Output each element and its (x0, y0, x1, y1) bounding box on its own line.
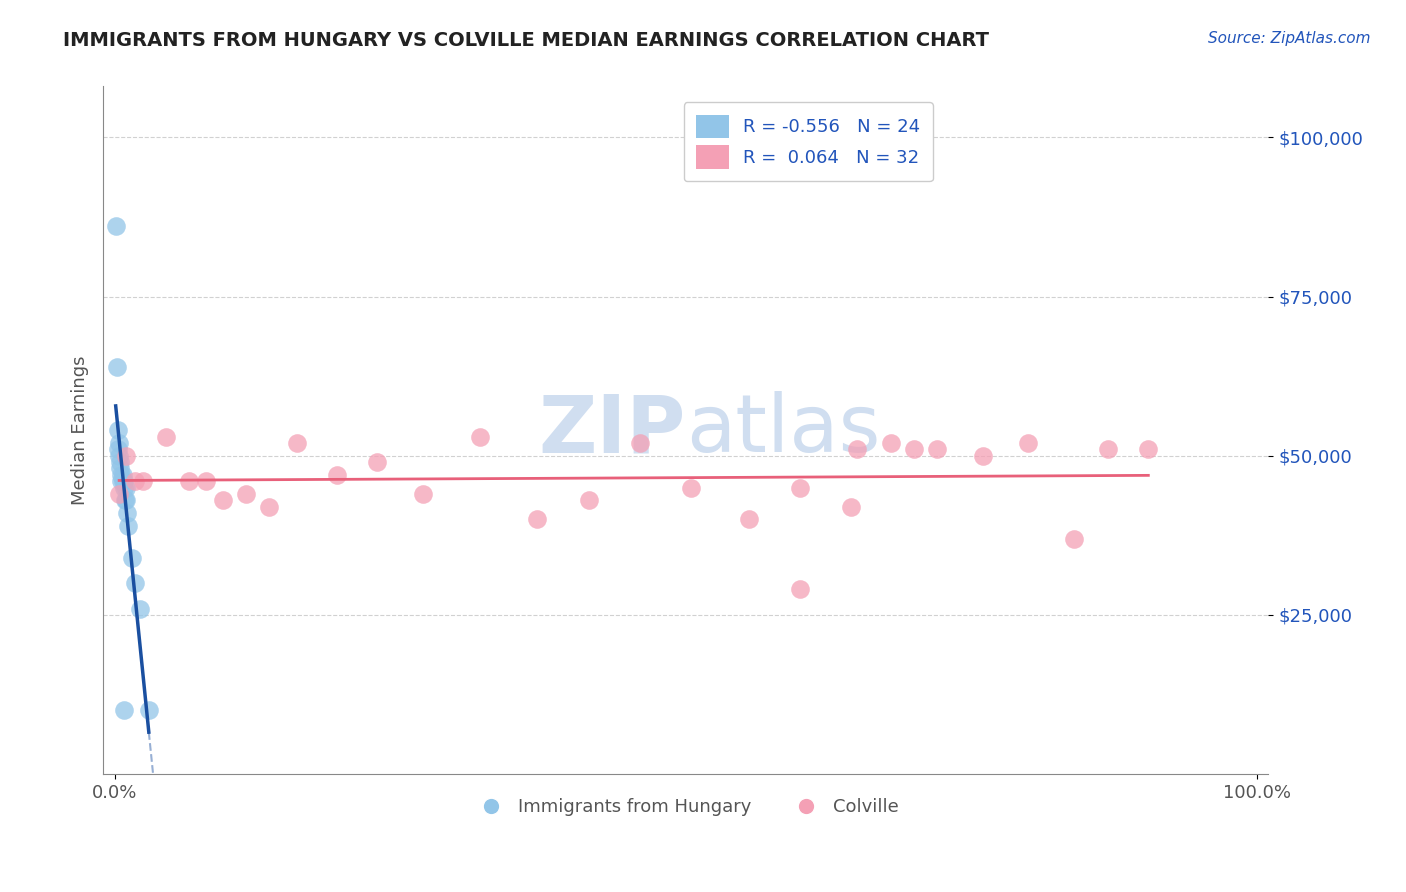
Point (111, 467, 134, 482)
Text: ZIP: ZIP (538, 392, 686, 469)
Point (104, 219, 127, 234)
Point (112, 703, 135, 717)
Point (110, 474, 132, 488)
Point (468, 429, 491, 443)
Point (925, 442, 948, 457)
Point (111, 474, 134, 488)
Point (737, 512, 759, 526)
Point (212, 493, 235, 508)
Text: IMMIGRANTS FROM HUNGARY VS COLVILLE MEDIAN EARNINGS CORRELATION CHART: IMMIGRANTS FROM HUNGARY VS COLVILLE MEDI… (63, 31, 990, 50)
Point (108, 449, 131, 463)
Point (412, 487, 434, 501)
Point (115, 493, 138, 508)
Point (194, 474, 217, 488)
Text: atlas: atlas (686, 392, 880, 469)
Point (115, 449, 138, 463)
Point (526, 512, 548, 526)
Point (107, 423, 129, 437)
Point (128, 601, 150, 615)
Point (108, 436, 131, 450)
Point (121, 550, 143, 565)
Point (846, 442, 869, 457)
Text: Source: ZipAtlas.com: Source: ZipAtlas.com (1208, 31, 1371, 46)
Point (326, 467, 349, 482)
Point (1137, 442, 1160, 457)
Point (117, 518, 139, 533)
Point (789, 481, 811, 495)
Point (972, 449, 994, 463)
Point (177, 474, 200, 488)
Point (112, 481, 135, 495)
Point (257, 500, 280, 514)
Point (110, 461, 132, 475)
Point (110, 455, 132, 469)
Point (1017, 436, 1039, 450)
Point (628, 436, 651, 450)
Point (124, 474, 146, 488)
Point (1097, 442, 1119, 457)
Point (138, 703, 160, 717)
Point (124, 576, 146, 591)
Point (880, 436, 903, 450)
Point (115, 481, 138, 495)
Y-axis label: Median Earnings: Median Earnings (72, 356, 89, 505)
Legend: Immigrants from Hungary, Colville: Immigrants from Hungary, Colville (465, 791, 905, 823)
Point (578, 493, 600, 508)
Point (1063, 532, 1085, 546)
Point (110, 467, 132, 482)
Point (107, 442, 129, 457)
Point (112, 474, 135, 488)
Point (105, 359, 128, 374)
Point (903, 442, 925, 457)
Point (115, 506, 138, 520)
Point (789, 582, 811, 597)
Point (108, 487, 131, 501)
Point (155, 429, 177, 443)
Point (235, 487, 257, 501)
Point (132, 474, 155, 488)
Point (114, 493, 136, 508)
Point (841, 500, 863, 514)
Point (285, 436, 308, 450)
Point (366, 455, 388, 469)
Point (681, 481, 703, 495)
